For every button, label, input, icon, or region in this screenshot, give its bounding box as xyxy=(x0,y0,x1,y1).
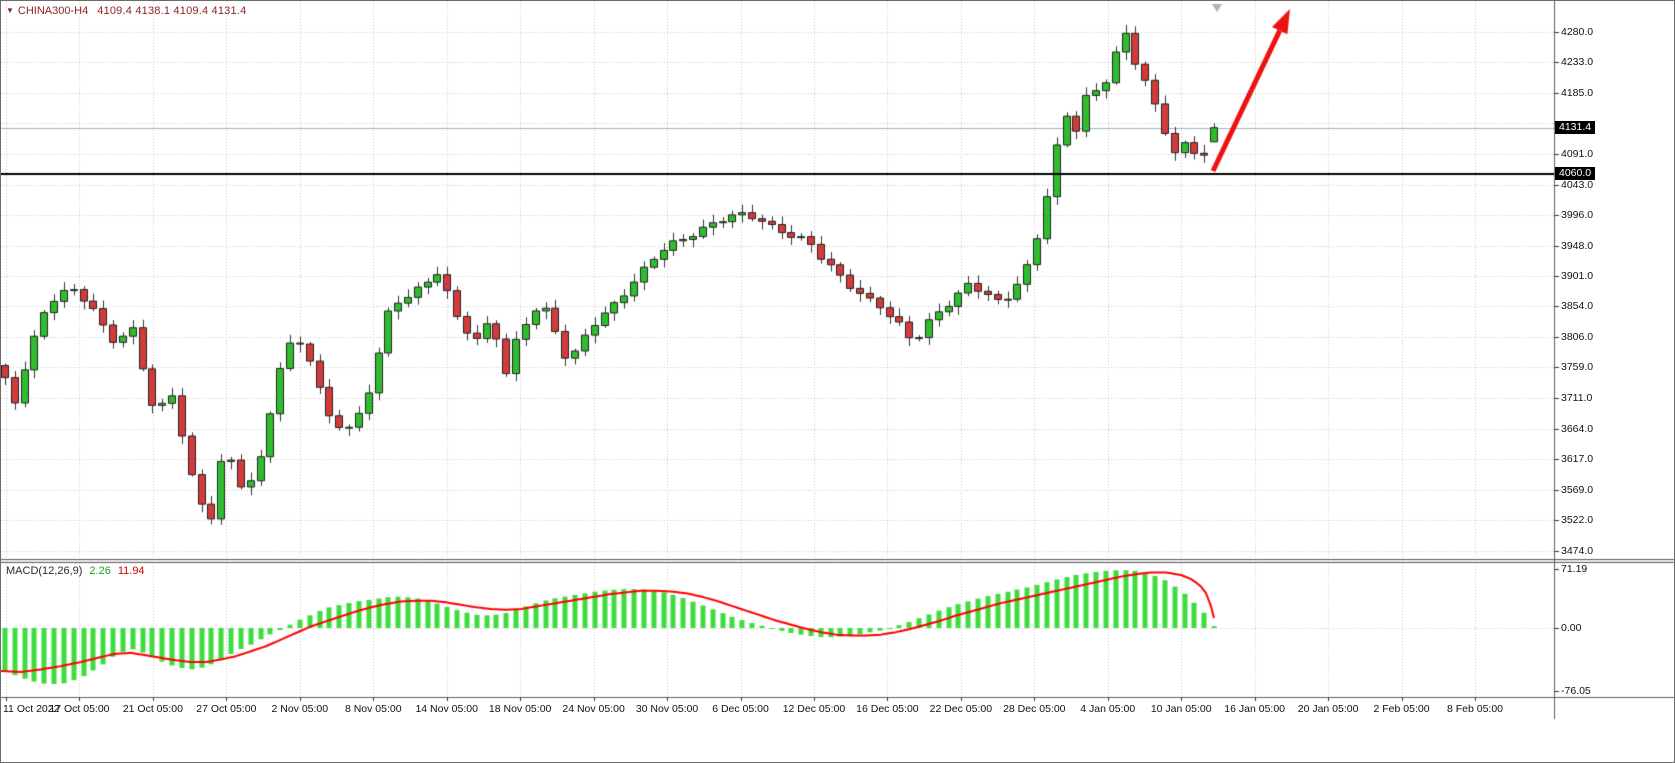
time-tick-label: 30 Nov 05:00 xyxy=(635,703,699,715)
time-tick-label: 2 Nov 05:00 xyxy=(271,703,329,715)
price-tick-label: 3711.0 xyxy=(1561,392,1593,405)
time-tick-label: 11 Oct 2022 xyxy=(3,703,60,715)
price-tick-label: 3948.0 xyxy=(1561,239,1594,252)
time-axis[interactable]: 11 Oct 2022 17 Oct 05:00 21 Oct 05:00 27 Oc… xyxy=(1,697,1674,719)
price-tick-label: 3664.0 xyxy=(1561,422,1594,435)
current-price-tag: 4131.4 xyxy=(1555,120,1596,134)
ohlc-values: 4109.4 4138.1 4109.4 4131.4 xyxy=(97,5,247,17)
time-tick-label: 27 Oct 05:00 xyxy=(196,703,257,715)
time-tick-label: 18 Nov 05:00 xyxy=(488,703,552,715)
symbol-timeframe-label: CHINA300-H4 xyxy=(17,5,89,17)
time-tick-label: 14 Nov 05:00 xyxy=(415,703,478,715)
macd-tick-label: 71.19 xyxy=(1561,563,1588,575)
price-tick-label: 3901.0 xyxy=(1561,270,1594,283)
time-tick-label: 16 Jan 05:00 xyxy=(1224,703,1285,715)
time-tick-label: 8 Feb 05:00 xyxy=(1446,703,1504,715)
price-tick-label: 4233.0 xyxy=(1561,56,1594,69)
time-tick-label: 12 Dec 05:00 xyxy=(782,703,846,715)
price-tick-label: 3617.0 xyxy=(1561,452,1594,465)
macd-tick-label: -76.05 xyxy=(1561,685,1591,697)
time-tick-label: 2 Feb 05:00 xyxy=(1373,703,1430,715)
price-tick-label: 4280.0 xyxy=(1561,26,1594,38)
time-tick-label: 17 Oct 05:00 xyxy=(49,703,110,715)
macd-tick-label: 0.00 xyxy=(1561,622,1582,634)
chevron-down-icon[interactable]: ▼ xyxy=(6,6,14,15)
price-tick-label: 4185.0 xyxy=(1561,87,1594,100)
time-tick-label: 6 Dec 05:00 xyxy=(712,703,769,715)
price-tick-label: 4091.0 xyxy=(1561,147,1594,160)
price-tick-label: 4043.0 xyxy=(1561,178,1594,191)
price-tick-label: 3474.0 xyxy=(1561,545,1594,557)
time-tick-label: 28 Dec 05:00 xyxy=(1003,703,1066,715)
time-tick-label: 4 Jan 05:00 xyxy=(1080,703,1136,715)
time-tick-label: 10 Jan 05:00 xyxy=(1150,703,1212,715)
symbol-ohlc-readout: ▼ CHINA300-H4 4109.4 4138.1 4109.4 4131.4 xyxy=(6,5,246,17)
time-tick-label: 20 Jan 05:00 xyxy=(1297,703,1359,715)
price-axis[interactable]: 4280.0 4233.0 4185.0 4091.0 4043.0 3996.0 3948… xyxy=(1554,1,1674,697)
price-tick-label: 3569.0 xyxy=(1561,483,1594,496)
macd-indicator-label: MACD(12,26,9) 2.26 11.94 xyxy=(6,565,145,577)
price-tick-label: 3522.0 xyxy=(1561,514,1594,527)
price-tick-label: 3806.0 xyxy=(1561,331,1594,344)
time-tick-label: 24 Nov 05:00 xyxy=(562,703,625,715)
macd-main-value: 2.26 xyxy=(89,565,111,577)
time-tick-label: 16 Dec 05:00 xyxy=(856,703,919,715)
macd-signal-value: 11.94 xyxy=(117,565,145,577)
price-tick-label: 3854.0 xyxy=(1561,300,1594,313)
price-tick-label: 3759.0 xyxy=(1561,361,1594,374)
price-tick-label: 3996.0 xyxy=(1561,208,1594,221)
time-tick-label: 22 Dec 05:00 xyxy=(929,703,993,715)
time-tick-label: 21 Oct 05:00 xyxy=(122,703,183,715)
support-price-tag: 4060.0 xyxy=(1555,166,1596,180)
time-tick-label: 8 Nov 05:00 xyxy=(344,703,402,715)
macd-name: MACD(12,26,9) xyxy=(6,565,83,577)
